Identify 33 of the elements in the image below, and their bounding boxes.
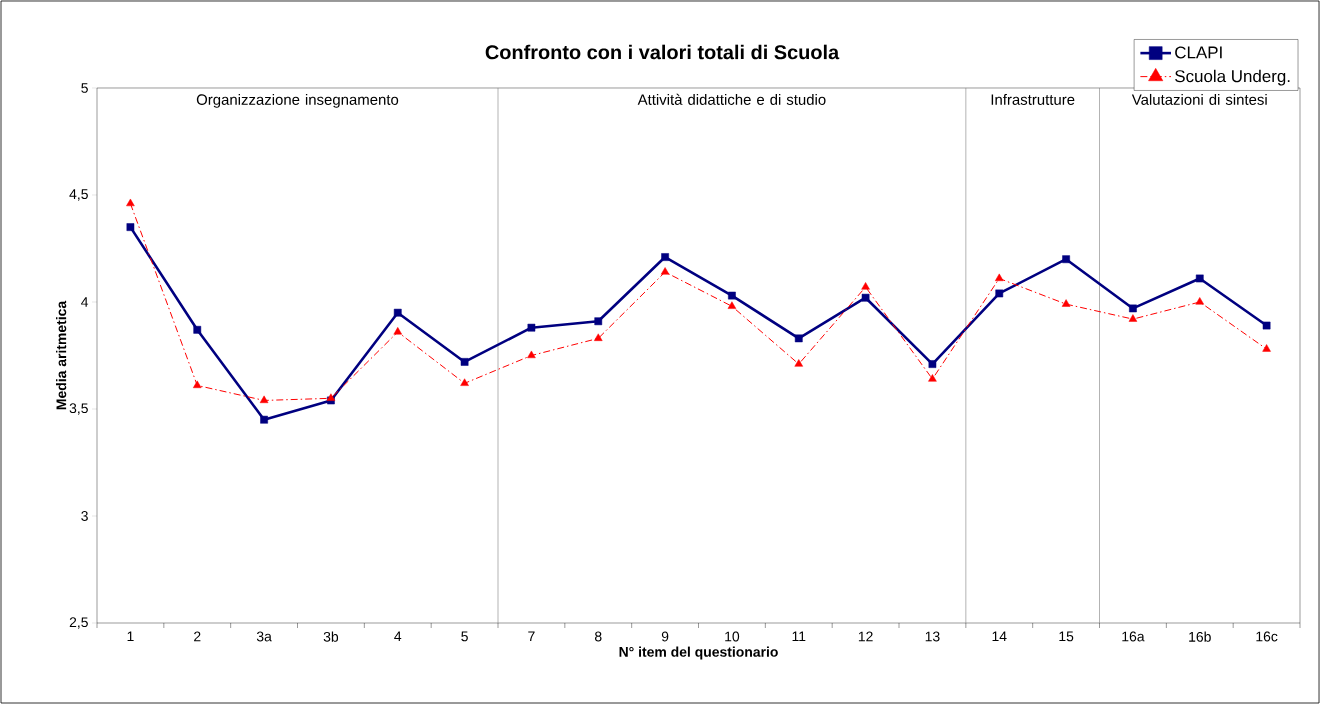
legend-label: CLAPI (1175, 46, 1222, 59)
annotation: Valutazioni di sintesi (1131, 93, 1267, 105)
x-tick-label: 10 (725, 631, 740, 642)
x-tick-label: 5 (461, 631, 468, 642)
x-tick-label: 12 (858, 631, 873, 642)
x-tick-label: 8 (594, 631, 602, 642)
y-tick-label: 2,5 (69, 617, 88, 629)
x-tick-label: 11 (792, 631, 806, 642)
x-tick-label: 14 (992, 631, 1007, 642)
y-axis-title: Media aritmetica (56, 300, 67, 410)
y-tick-label: 3 (81, 511, 88, 521)
annotation: Infrastrutture (991, 93, 1075, 105)
y-tick-label: 4,5 (69, 189, 88, 201)
x-tick-label: 4 (394, 631, 402, 642)
x-tick-label: 2 (194, 631, 201, 642)
x-tick-label: 15 (1059, 631, 1074, 642)
annotation: Organizzazione insegnamento (196, 93, 399, 108)
x-axis-title: N° item del questionario (619, 646, 778, 660)
legend-label: Scuola Underg. (1175, 69, 1290, 86)
x-tick-label: 7 (528, 631, 535, 642)
y-tick-label: 5 (81, 83, 88, 93)
x-tick-label: 1 (127, 631, 134, 642)
x-tick-label: 3a (256, 631, 272, 642)
x-tick-label: 16b (1189, 631, 1211, 642)
x-tick-label: 3b (323, 631, 339, 642)
y-tick-label: 4 (81, 297, 89, 307)
y-tick-label: 3,5 (69, 403, 88, 415)
x-tick-label: 13 (925, 631, 940, 642)
x-tick-label: 9 (661, 631, 669, 642)
x-tick-label: 16c (1256, 631, 1278, 642)
annotation: Attività didattiche e di studio (637, 93, 826, 105)
chart-title: Confronto con i valori totali di Scuola (485, 44, 840, 60)
x-tick-label: 16a (1122, 631, 1145, 642)
